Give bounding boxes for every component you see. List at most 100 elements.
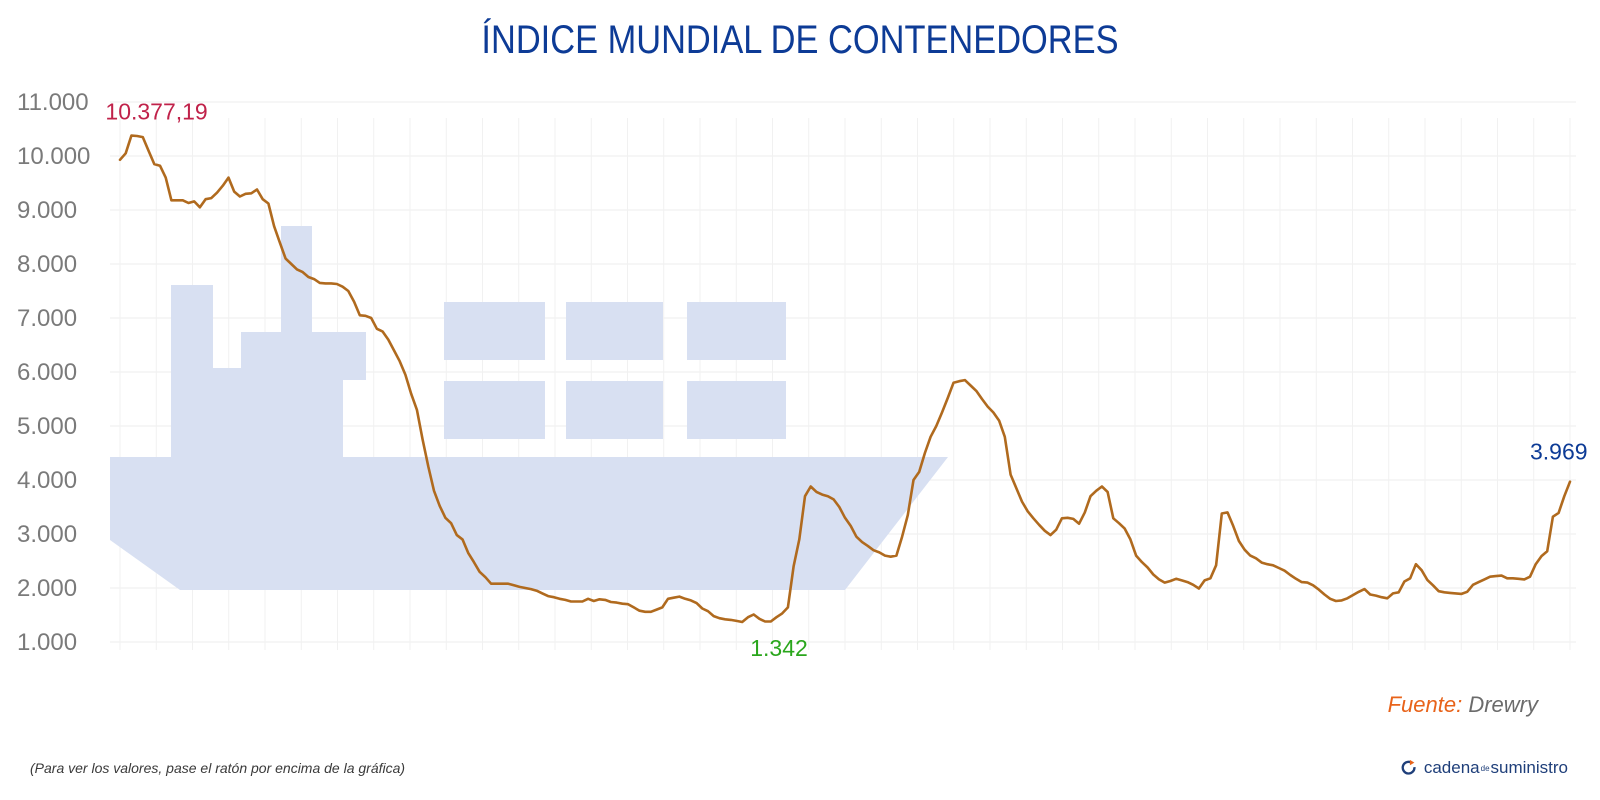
data-point[interactable] [1459, 591, 1465, 597]
data-point[interactable] [1470, 582, 1476, 588]
data-point[interactable] [460, 536, 466, 542]
data-point[interactable] [1287, 572, 1293, 578]
data-point[interactable] [1401, 579, 1407, 585]
data-point[interactable] [1253, 555, 1259, 561]
data-point[interactable] [608, 599, 614, 605]
data-point[interactable] [134, 133, 140, 139]
data-point[interactable] [779, 610, 785, 616]
data-point[interactable] [528, 586, 534, 592]
data-point[interactable] [534, 588, 540, 594]
data-point[interactable] [848, 523, 854, 529]
data-point[interactable] [1493, 573, 1499, 579]
data-point[interactable] [1110, 515, 1116, 521]
data-point[interactable] [808, 483, 814, 489]
data-point[interactable] [1219, 510, 1225, 516]
data-point[interactable] [1242, 547, 1248, 553]
data-point[interactable] [1008, 472, 1014, 478]
data-point[interactable] [671, 595, 677, 601]
data-point[interactable] [956, 378, 962, 384]
data-point[interactable] [186, 200, 192, 206]
data-point[interactable] [1156, 576, 1162, 582]
data-point[interactable] [619, 601, 625, 607]
data-point[interactable] [1093, 488, 1099, 494]
data-point[interactable] [699, 606, 705, 612]
data-point[interactable] [117, 157, 123, 163]
data-point[interactable] [1293, 576, 1299, 582]
data-point[interactable] [985, 404, 991, 410]
data-point[interactable] [1538, 553, 1544, 559]
data-point[interactable] [705, 608, 711, 614]
data-point[interactable] [368, 315, 374, 321]
data-point[interactable] [1396, 589, 1402, 595]
data-point[interactable] [1464, 589, 1470, 595]
data-point[interactable] [1213, 562, 1219, 568]
data-point[interactable] [911, 477, 917, 483]
data-point[interactable] [751, 611, 757, 617]
data-point[interactable] [539, 590, 545, 596]
data-point[interactable] [1481, 576, 1487, 582]
data-point[interactable] [1025, 508, 1031, 514]
data-point[interactable] [197, 204, 203, 210]
data-point[interactable] [477, 569, 483, 575]
data-point[interactable] [123, 150, 129, 156]
data-point[interactable] [1333, 598, 1339, 604]
data-point[interactable] [1230, 523, 1236, 529]
data-point[interactable] [950, 380, 956, 386]
data-point[interactable] [294, 266, 300, 272]
data-point[interactable] [414, 407, 420, 413]
data-point[interactable] [1316, 587, 1322, 593]
data-point[interactable] [557, 596, 563, 602]
data-point[interactable] [482, 574, 488, 580]
data-point[interactable] [1487, 574, 1493, 580]
data-point[interactable] [1304, 580, 1310, 586]
data-point[interactable] [1453, 590, 1459, 596]
data-point[interactable] [962, 377, 968, 383]
data-point[interactable] [1122, 526, 1128, 532]
data-point[interactable] [711, 613, 717, 619]
data-point[interactable] [922, 450, 928, 456]
data-point[interactable] [1059, 515, 1065, 521]
data-point[interactable] [688, 597, 694, 603]
data-point[interactable] [574, 599, 580, 605]
data-point[interactable] [933, 423, 939, 429]
data-point[interactable] [1527, 574, 1533, 580]
data-point[interactable] [791, 563, 797, 569]
data-point[interactable] [1356, 589, 1362, 595]
data-point[interactable] [1030, 515, 1036, 521]
data-point[interactable] [362, 313, 368, 319]
data-point[interactable] [990, 410, 996, 416]
data-point[interactable] [1379, 594, 1385, 600]
data-point[interactable] [1441, 589, 1447, 595]
data-point[interactable] [425, 464, 431, 470]
data-point[interactable] [277, 239, 283, 245]
data-point[interactable] [465, 550, 471, 556]
data-point[interactable] [871, 547, 877, 553]
data-point[interactable] [1436, 588, 1442, 594]
data-point[interactable] [1139, 559, 1145, 565]
data-point[interactable] [1145, 564, 1151, 570]
data-point[interactable] [151, 161, 157, 167]
data-point[interactable] [876, 549, 882, 555]
data-point[interactable] [831, 496, 837, 502]
data-point[interactable] [140, 134, 146, 140]
data-point[interactable] [568, 599, 574, 605]
data-point[interactable] [1533, 561, 1539, 567]
data-point[interactable] [899, 534, 905, 540]
data-point[interactable] [1430, 582, 1436, 588]
data-point[interactable] [773, 614, 779, 620]
data-point[interactable] [597, 596, 603, 602]
data-point[interactable] [157, 163, 163, 169]
data-point[interactable] [836, 504, 842, 510]
data-point[interactable] [1270, 562, 1276, 568]
data-point[interactable] [905, 512, 911, 518]
data-point[interactable] [1127, 536, 1133, 542]
data-point[interactable] [254, 186, 260, 192]
data-point[interactable] [1407, 575, 1413, 581]
data-point[interactable] [1224, 509, 1230, 515]
data-point[interactable] [1070, 516, 1076, 522]
data-point[interactable] [1053, 527, 1059, 533]
data-point[interactable] [283, 256, 289, 262]
series-line[interactable] [118, 134, 1572, 624]
data-point[interactable] [402, 372, 408, 378]
data-point[interactable] [1544, 548, 1550, 554]
